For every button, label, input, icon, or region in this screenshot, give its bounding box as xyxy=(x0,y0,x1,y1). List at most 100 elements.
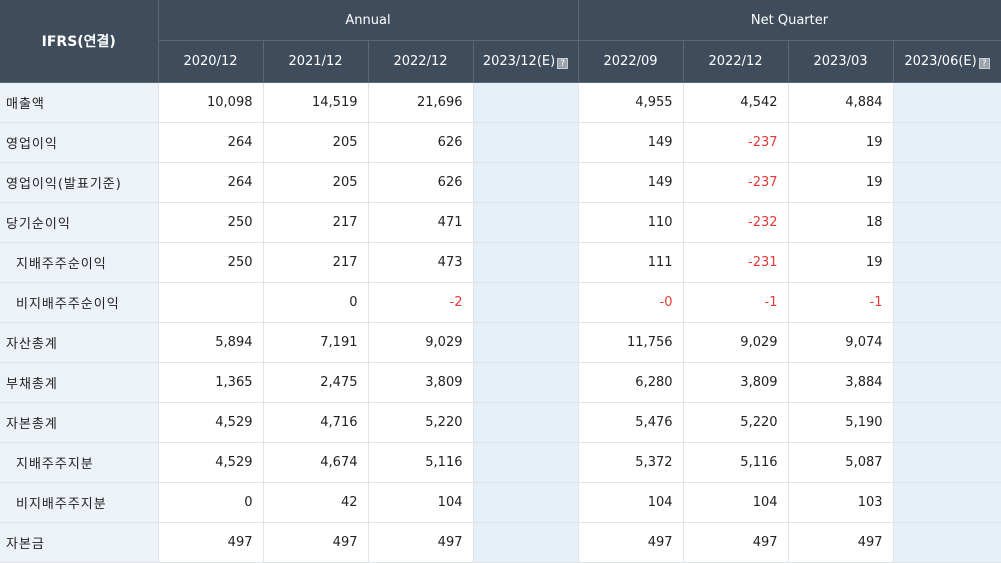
quarter-value-cell xyxy=(893,282,1001,323)
quarter-value-cell: -231 xyxy=(683,242,789,283)
annual-value-cell: 473 xyxy=(368,242,474,283)
quarter-value-cell: 18 xyxy=(788,202,894,243)
quarter-value-cell: 104 xyxy=(578,482,684,523)
annual-value-cell: 0 xyxy=(158,482,264,523)
annual-value-cell: 497 xyxy=(368,522,474,563)
quarter-value-cell xyxy=(893,522,1001,563)
quarter-value-cell: 149 xyxy=(578,162,684,203)
quarter-value-cell xyxy=(893,362,1001,403)
annual-value-cell: 21,696 xyxy=(368,82,474,123)
period-label: 2022/09 xyxy=(603,54,658,69)
annual-value-cell: 250 xyxy=(158,202,264,243)
quarter-value-cell: 497 xyxy=(578,522,684,563)
annual-value-cell xyxy=(158,282,264,323)
quarter-value-cell: 104 xyxy=(683,482,789,523)
annual-value-cell xyxy=(473,122,579,163)
period-label: 2023/12(E) xyxy=(482,54,556,69)
annual-value-cell: 5,116 xyxy=(368,442,474,483)
quarter-period-header: 2023/03 xyxy=(788,40,894,83)
period-label: 2023/06(E) xyxy=(904,54,977,69)
quarter-value-cell: 4,884 xyxy=(788,82,894,123)
quarter-value-cell: 9,029 xyxy=(683,322,789,363)
quarter-value-cell xyxy=(893,202,1001,243)
quarter-value-cell: 6,280 xyxy=(578,362,684,403)
annual-value-cell: 626 xyxy=(368,162,474,203)
quarter-value-cell xyxy=(893,82,1001,123)
quarter-value-cell: 19 xyxy=(788,242,894,283)
quarter-value-cell: 149 xyxy=(578,122,684,163)
annual-value-cell: 4,529 xyxy=(158,402,264,443)
quarter-value-cell: 103 xyxy=(788,482,894,523)
quarter-value-cell: 5,476 xyxy=(578,402,684,443)
period-label: 2022/12 xyxy=(393,54,448,69)
annual-value-cell: 626 xyxy=(368,122,474,163)
annual-value-cell: 5,220 xyxy=(368,402,474,443)
corner-header: IFRS(연결) xyxy=(0,0,159,83)
table-row: 지배주주지분 4,529 4,674 5,116 5,372 5,116 5,087 xyxy=(0,442,1001,483)
quarter-value-cell: 3,809 xyxy=(683,362,789,403)
annual-value-cell: 264 xyxy=(158,122,264,163)
row-label: 영업이익 xyxy=(0,122,159,163)
quarter-period-header: 2023/06(E)? xyxy=(893,40,1001,83)
quarter-value-cell xyxy=(893,442,1001,483)
annual-value-cell: 104 xyxy=(368,482,474,523)
quarter-period-header: 2022/09 xyxy=(578,40,684,83)
row-label: 비지배주주지분 xyxy=(0,482,159,523)
annual-value-cell xyxy=(473,82,579,123)
annual-value-cell: 3,809 xyxy=(368,362,474,403)
quarter-value-cell: 5,190 xyxy=(788,402,894,443)
info-icon[interactable]: ? xyxy=(978,58,990,69)
quarter-value-cell: 110 xyxy=(578,202,684,243)
quarter-group-header: Net Quarter xyxy=(578,0,1001,41)
table-row: 영업이익 264 205 626 149 -237 19 xyxy=(0,122,1001,163)
quarter-value-cell: 497 xyxy=(683,522,789,563)
quarter-value-cell: 5,372 xyxy=(578,442,684,483)
annual-value-cell: 205 xyxy=(263,122,369,163)
quarter-value-cell xyxy=(893,482,1001,523)
row-label: 당기순이익 xyxy=(0,202,159,243)
annual-value-cell xyxy=(473,242,579,283)
info-icon[interactable]: ? xyxy=(557,58,569,69)
annual-value-cell: 217 xyxy=(263,242,369,283)
annual-value-cell: 42 xyxy=(263,482,369,523)
row-label: 영업이익(발표기준) xyxy=(0,162,159,203)
quarter-value-cell: 3,884 xyxy=(788,362,894,403)
annual-value-cell xyxy=(473,522,579,563)
annual-value-cell xyxy=(473,402,579,443)
annual-value-cell: 1,365 xyxy=(158,362,264,403)
annual-value-cell: 4,674 xyxy=(263,442,369,483)
annual-period-header: 2021/12 xyxy=(263,40,369,83)
annual-value-cell xyxy=(473,162,579,203)
annual-value-cell: 9,029 xyxy=(368,322,474,363)
table-row: 비지배주주지분 0 42 104 104 104 103 xyxy=(0,482,1001,523)
table-row: 매출액 10,098 14,519 21,696 4,955 4,542 4,884 xyxy=(0,82,1001,123)
quarter-period-header: 2022/12 xyxy=(683,40,789,83)
annual-value-cell: 205 xyxy=(263,162,369,203)
annual-period-header: 2020/12 xyxy=(158,40,264,83)
row-label: 부채총계 xyxy=(0,362,159,403)
quarter-value-cell: 11,756 xyxy=(578,322,684,363)
quarter-value-cell xyxy=(893,242,1001,283)
table-row: 자본총계 4,529 4,716 5,220 5,476 5,220 5,190 xyxy=(0,402,1001,443)
table-row: 당기순이익 250 217 471 110 -232 18 xyxy=(0,202,1001,243)
annual-value-cell: 264 xyxy=(158,162,264,203)
annual-value-cell: 497 xyxy=(263,522,369,563)
annual-value-cell: 14,519 xyxy=(263,82,369,123)
annual-value-cell: 0 xyxy=(263,282,369,323)
annual-period-header: 2023/12(E)? xyxy=(473,40,579,83)
table-row: 자본금 497 497 497 497 497 497 xyxy=(0,522,1001,563)
quarter-value-cell: 5,116 xyxy=(683,442,789,483)
table-row: 자산총계 5,894 7,191 9,029 11,756 9,029 9,074 xyxy=(0,322,1001,363)
annual-value-cell xyxy=(473,442,579,483)
row-label: 자산총계 xyxy=(0,322,159,363)
period-label: 2023/03 xyxy=(813,54,868,69)
quarter-value-cell: -232 xyxy=(683,202,789,243)
row-label: 비지배주주순이익 xyxy=(0,282,159,323)
annual-value-cell: 217 xyxy=(263,202,369,243)
annual-value-cell xyxy=(473,482,579,523)
annual-period-header: 2022/12 xyxy=(368,40,474,83)
annual-value-cell: 5,894 xyxy=(158,322,264,363)
annual-group-header: Annual xyxy=(158,0,579,41)
quarter-value-cell xyxy=(893,402,1001,443)
